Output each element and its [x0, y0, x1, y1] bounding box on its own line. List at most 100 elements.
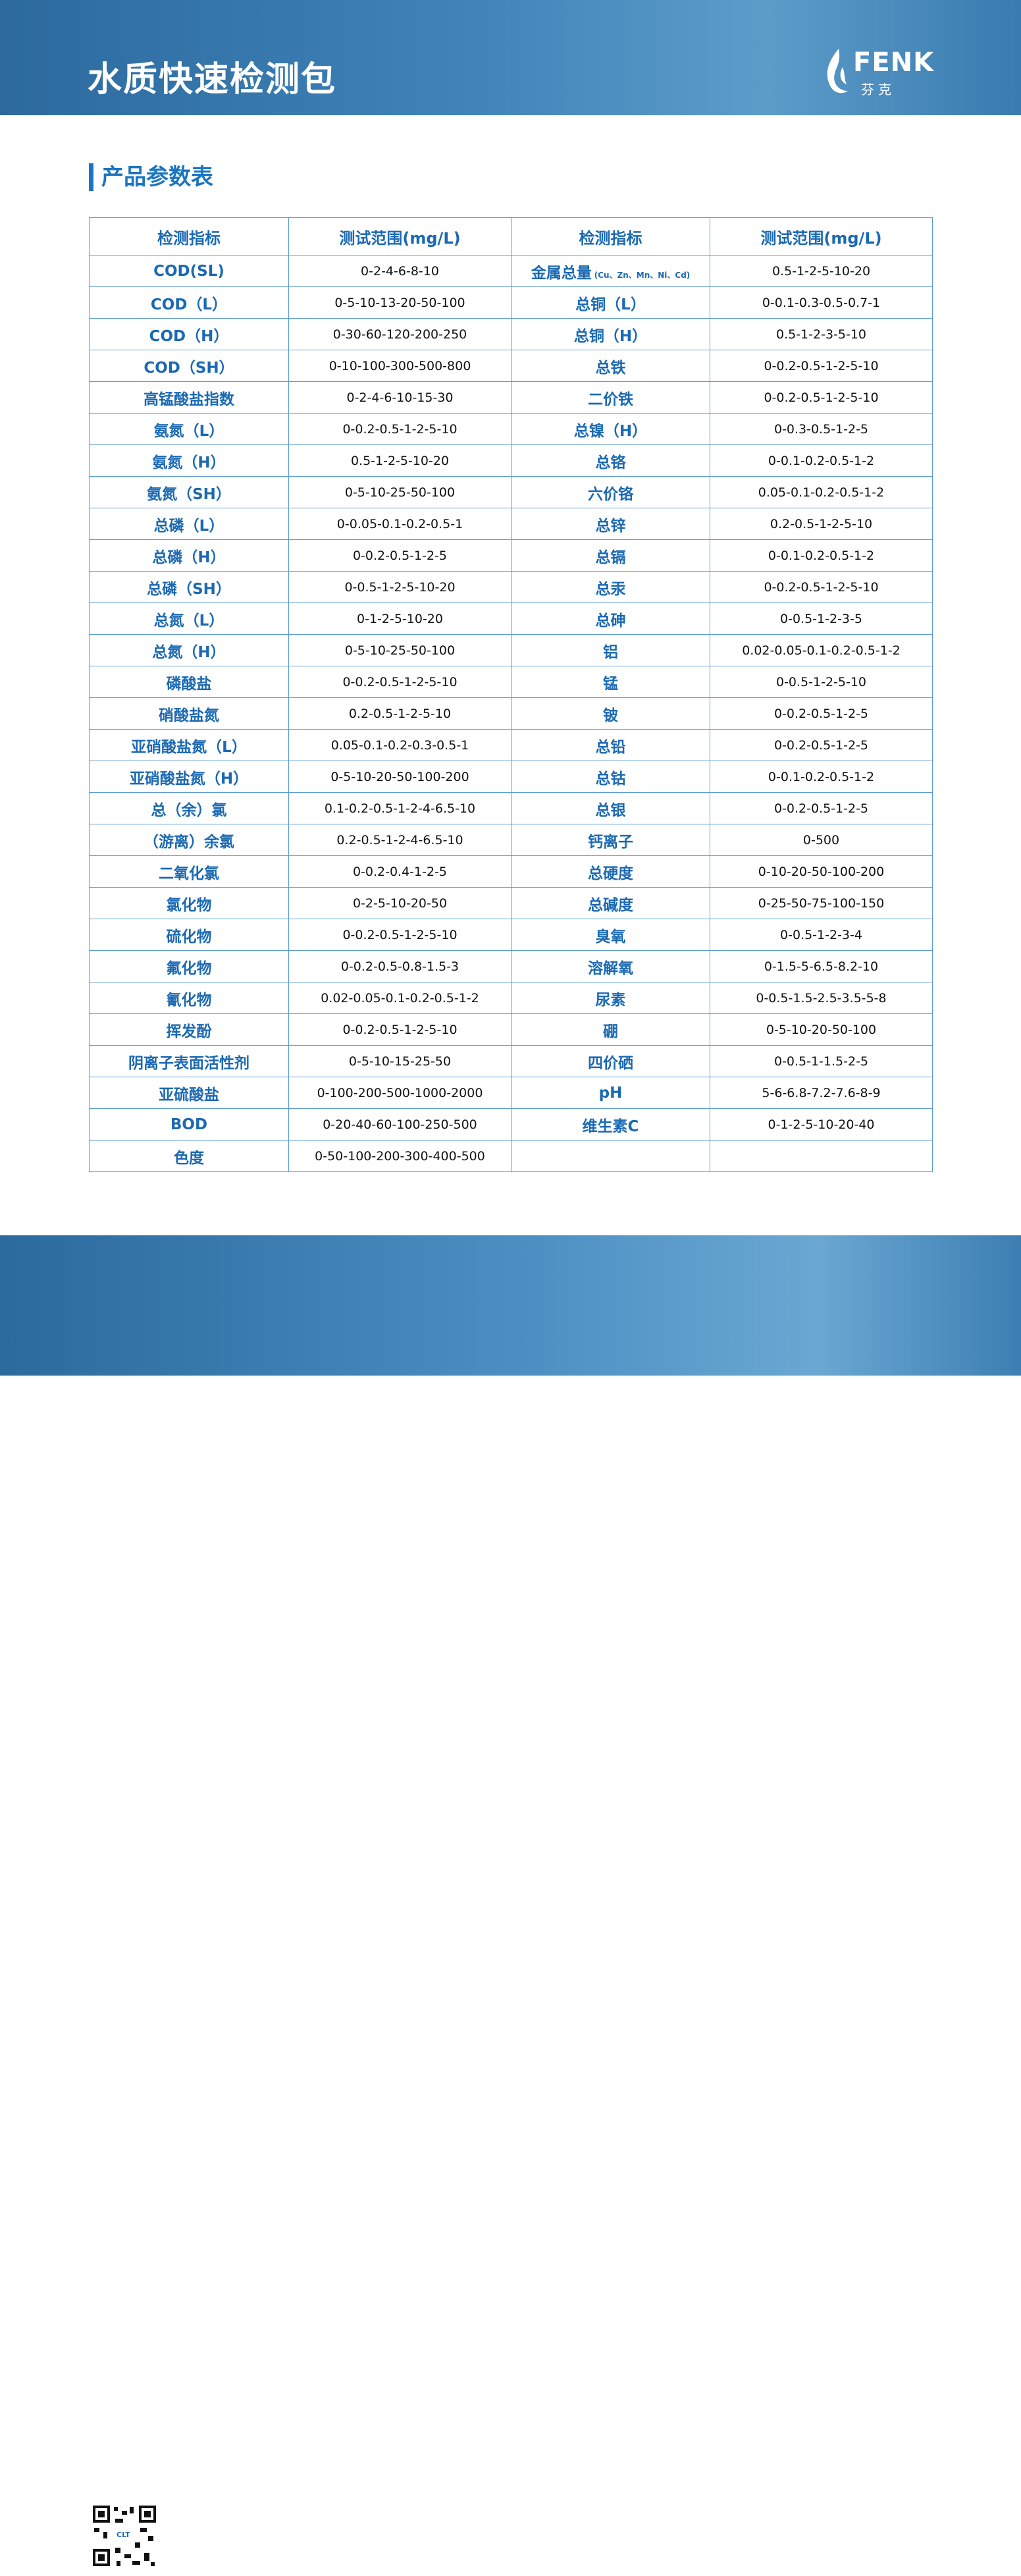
table-row: 亚硝酸盐氮（L） 0.05-0.1-0.2-0.3-0.5-1 总铅 0-0.2-0.… — [89, 729, 933, 761]
indicator-cell: 尿素 — [511, 982, 710, 1014]
indicator-cell: 氨氮（H） — [89, 444, 289, 477]
indicator-cell: 六价铬 — [511, 476, 710, 508]
range-cell: 0-10-100-300-500-800 — [288, 350, 511, 382]
indicator-cell: 钙离子 — [511, 824, 710, 856]
table-row: 磷酸盐 0-0.2-0.5-1-2-5-10 锰 0-0.5-1-2-5-10 — [89, 666, 933, 698]
range-cell: 0.02-0.05-0.1-0.2-0.5-1-2 — [710, 634, 933, 666]
address: 地址：深圳市龙岗区坪地街道教育北路82号 — [182, 2536, 487, 2555]
table-row: BOD 0-20-40-60-100-250-500 维生素C 0-1-2-5-10-… — [89, 1108, 933, 1140]
range-cell: 0-0.5-1-2-3-5 — [710, 603, 933, 635]
range-cell: 0-0.2-0.4-1-2-5 — [288, 855, 511, 888]
indicator-cell: 总氮（H） — [89, 634, 289, 666]
indicator-cell: 硼 — [511, 1013, 710, 1046]
indicator-cell: （游离）余氯 — [89, 824, 289, 856]
indicator-cell: 亚硝酸盐氮（L） — [89, 729, 289, 761]
table-row: 二氧化氯 0-0.2-0.4-1-2-5 总硬度 0-10-20-50-100-200 — [89, 855, 933, 888]
indicator-cell: 金属总量 (Cu、Zn、Mn、Ni、Cd) — [511, 255, 710, 287]
column-header: 检测指标 — [511, 217, 710, 255]
indicator-cell: COD（SH） — [89, 350, 289, 382]
range-cell: 0-25-50-75-100-150 — [710, 887, 933, 919]
indicator-note: (Cu、Zn、Mn、Ni、Cd) — [594, 270, 691, 280]
header-row: 检测指标 测试范围(mg/L) 检测指标 测试范围(mg/L) — [89, 217, 933, 255]
range-cell: 0-0.5-1-2-5-10-20 — [288, 571, 511, 603]
range-cell: 0-0.5-1-1.5-2-5 — [710, 1045, 933, 1077]
indicator-cell: 亚硝酸盐氮（H） — [89, 761, 289, 793]
table-row: COD（H） 0-30-60-120-200-250 总铜（H） 0.5-1-2-3-… — [89, 318, 933, 350]
table-row: 总氮（L） 0-1-2-5-10-20 总砷 0-0.5-1-2-3-5 — [89, 603, 933, 635]
table-row: 阴离子表面活性剂 0-5-10-15-25-50 四价硒 0-0.5-1-1.5-2-… — [89, 1045, 933, 1077]
indicator-cell: 阴离子表面活性剂 — [89, 1045, 289, 1077]
range-cell: 0-1-2-5-10-20-40 — [710, 1108, 933, 1140]
indicator-cell: 总氮（L） — [89, 603, 289, 635]
footer-band: CLT 深圳市长隆科技有限公司 地址：深圳市龙岗区坪地街道教育北路82号 URL… — [0, 1235, 1021, 2575]
range-cell: 0-0.2-0.5-1-2-5 — [288, 539, 511, 572]
range-cell: 0.05-0.1-0.2-0.5-1-2 — [710, 476, 933, 508]
range-cell: 0.5-1-2-3-5-10 — [710, 318, 933, 350]
indicator-cell: 挥发酚 — [89, 1013, 289, 1046]
indicator-cell: 总铬 — [511, 444, 710, 477]
range-cell: 0.2-0.5-1-2-5-10 — [288, 697, 511, 730]
logo-brand: FENK — [853, 47, 935, 78]
table-row: 氟化物 0-0.2-0.5-0.8-1.5-3 溶解氧 0-1.5-5-6.5-8.2… — [89, 950, 933, 982]
column-header: 检测指标 — [89, 217, 289, 255]
range-cell: 0-0.2-0.5-1-2-5 — [710, 729, 933, 761]
indicator-cell: 臭氧 — [511, 919, 710, 951]
table-row: 氨氮（SH） 0-5-10-25-50-100 六价铬 0.05-0.1-0.2-0.… — [89, 476, 933, 508]
table-row: COD(SL) 0-2-4-6-8-10 金属总量 (Cu、Zn、Mn、Ni、Cd) 0… — [89, 255, 933, 287]
range-cell: 0-0.3-0.5-1-2-5 — [710, 413, 933, 445]
indicator-cell: 高锰酸盐指数 — [89, 381, 289, 414]
indicator-cell: 总（余）氯 — [89, 792, 289, 824]
footer-divider — [182, 2525, 658, 2527]
indicator-cell: 总银 — [511, 792, 710, 824]
range-cell: 0-0.2-0.5-1-2-5-10 — [288, 919, 511, 951]
range-cell: 0-5-10-15-25-50 — [288, 1045, 511, 1077]
range-cell: 0-50-100-200-300-400-500 — [288, 1140, 511, 1172]
range-cell: 0-1.5-5-6.5-8.2-10 — [710, 950, 933, 982]
column-header: 测试范围(mg/L) — [710, 217, 933, 255]
table-row: 氰化物 0.02-0.05-0.1-0.2-0.5-1-2 尿素 0-0.5-1.5-… — [89, 982, 933, 1014]
table-row: 硝酸盐氮 0.2-0.5-1-2-5-10 铍 0-0.2-0.5-1-2-5 — [89, 697, 933, 730]
range-cell: 0-2-4-6-10-15-30 — [288, 381, 511, 414]
range-cell: 0-5-10-20-50-100-200 — [288, 761, 511, 793]
range-cell: 0-100-200-500-1000-2000 — [288, 1077, 511, 1109]
indicator-cell: 溶解氧 — [511, 950, 710, 982]
table-row: 总磷（L） 0-0.05-0.1-0.2-0.5-1 总锌 0.2-0.5-1-2-5… — [89, 508, 933, 540]
range-cell: 0-0.2-0.5-1-2-5-10 — [710, 381, 933, 414]
range-cell: 0-0.2-0.5-1-2-5 — [710, 792, 933, 824]
table-row: 氯化物 0-2-5-10-20-50 总碱度 0-25-50-75-100-150 — [89, 887, 933, 919]
table-row: 氨氮（L） 0-0.2-0.5-1-2-5-10 总镍（H） 0-0.3-0.5-1-… — [89, 413, 933, 445]
logo: FENK 芬克 — [823, 47, 935, 97]
indicator-cell: 总铅 — [511, 729, 710, 761]
indicator-cell: 总钴 — [511, 761, 710, 793]
range-cell: 0.5-1-2-5-10-20 — [288, 444, 511, 477]
logo-sub: 芬克 — [861, 82, 895, 97]
table-row: COD（L） 0-5-10-13-20-50-100 总铜（L） 0-0.1-0.3-… — [89, 286, 933, 319]
website: URL：http：//www.changlongkeji.cn — [182, 2557, 464, 2575]
range-cell: 0-0.5-1-2-5-10 — [710, 666, 933, 698]
indicator-cell: 总锌 — [511, 508, 710, 540]
range-cell: 0-10-20-50-100-200 — [710, 855, 933, 888]
range-cell: 0-20-40-60-100-250-500 — [288, 1108, 511, 1140]
param-table: 检测指标 测试范围(mg/L) 检测指标 测试范围(mg/L) COD(SL) 0-2-… — [89, 217, 933, 1172]
range-cell: 0-0.2-0.5-1-2-5-10 — [288, 666, 511, 698]
indicator-cell: 总镉 — [511, 539, 710, 572]
indicator-cell: 四价硒 — [511, 1045, 710, 1077]
range-cell: 0-0.1-0.2-0.5-1-2 — [710, 444, 933, 477]
company-name: 深圳市长隆科技有限公司 — [182, 2500, 407, 2523]
table-row: 总磷（SH） 0-0.5-1-2-5-10-20 总汞 0-0.2-0.5-1-2-5… — [89, 571, 933, 603]
indicator-cell: 铍 — [511, 697, 710, 730]
table-row: 总磷（H） 0-0.2-0.5-1-2-5 总镉 0-0.1-0.2-0.5-1-2 — [89, 539, 933, 572]
phone: 电话：0755-84297315 — [485, 2557, 659, 2575]
qr-label: CLT — [115, 2531, 132, 2539]
table-row: 色度 0-50-100-200-300-400-500 — [89, 1140, 933, 1172]
indicator-cell: 总铁 — [511, 350, 710, 382]
empty-cell — [511, 1140, 710, 1172]
range-cell: 0.5-1-2-5-10-20 — [710, 255, 933, 287]
range-cell: 0-5-10-13-20-50-100 — [288, 286, 511, 319]
range-cell: 0-0.05-0.1-0.2-0.5-1 — [288, 508, 511, 540]
range-cell: 0.1-0.2-0.5-1-2-4-6.5-10 — [288, 792, 511, 824]
indicator-cell: 总碱度 — [511, 887, 710, 919]
range-cell: 0-2-5-10-20-50 — [288, 887, 511, 919]
range-cell: 0-5-10-25-50-100 — [288, 476, 511, 508]
indicator-cell: 总铜（H） — [511, 318, 710, 350]
